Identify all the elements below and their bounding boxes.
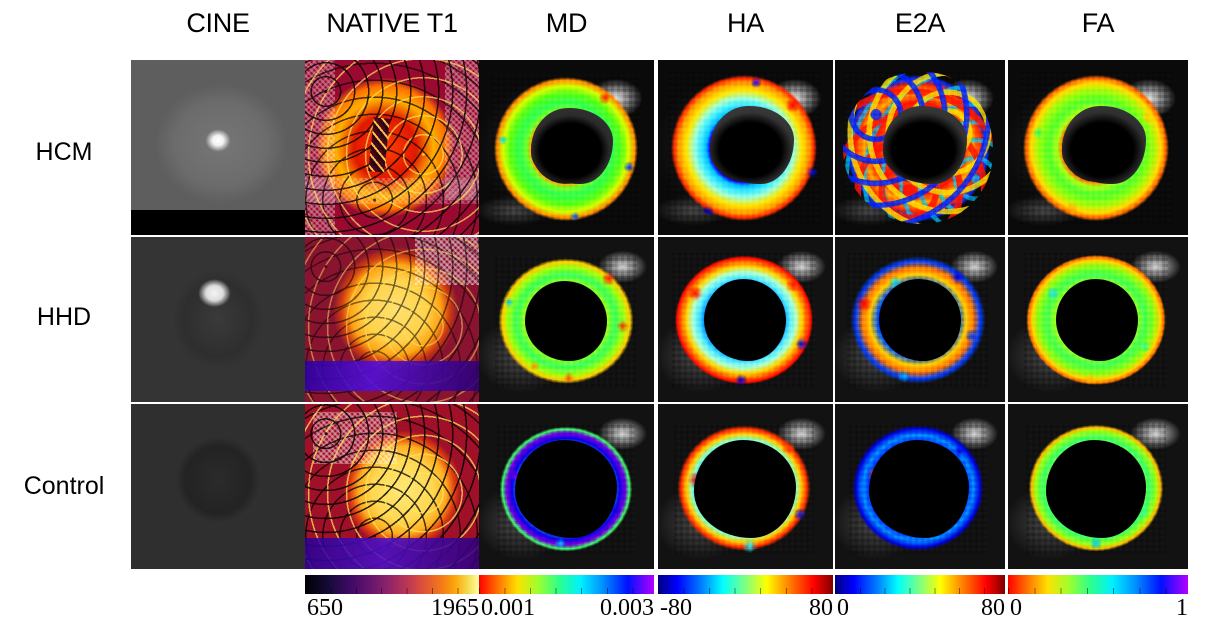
panel-hcm-ha bbox=[658, 60, 833, 235]
column-header-e2a: E2A bbox=[894, 8, 946, 38]
fa-myocardium-ring bbox=[1020, 72, 1172, 224]
row-label-hhd: HHD bbox=[36, 303, 92, 331]
colorbar-ha-min-label: -80 bbox=[660, 595, 692, 621]
panel-hcm-fa bbox=[1008, 60, 1188, 235]
fa-lv-cavity bbox=[1046, 440, 1146, 538]
panel-hhd-fa bbox=[1008, 237, 1188, 402]
panel-control-e2a bbox=[835, 404, 1005, 569]
panel-hhd-cine bbox=[131, 237, 305, 402]
e2a-myocardium-ring bbox=[843, 72, 993, 224]
ha-lv-cavity bbox=[694, 440, 796, 538]
panel-control-ha bbox=[658, 404, 833, 569]
colorbar-e2a bbox=[835, 575, 1005, 594]
colorbar-native-t1 bbox=[305, 575, 479, 594]
cine-image bbox=[131, 60, 305, 235]
panel-hcm-md bbox=[479, 60, 654, 235]
colorbar-ticks bbox=[305, 588, 479, 594]
e2a-lv-cavity bbox=[879, 279, 961, 361]
t1-epicardial-fat-band bbox=[305, 538, 479, 569]
md-lv-cavity bbox=[525, 281, 607, 361]
md-myocardium-ring bbox=[491, 74, 641, 224]
colorbar-ticks bbox=[658, 588, 833, 594]
colorbar-ticks bbox=[1008, 588, 1188, 594]
panel-hhd-md bbox=[479, 237, 654, 402]
panel-control-cine bbox=[131, 404, 305, 569]
e2a-lv-cavity bbox=[869, 440, 969, 538]
colorbar-fa bbox=[1008, 575, 1188, 594]
panel-hhd-e2a bbox=[835, 237, 1005, 402]
column-header-md: MD bbox=[545, 8, 588, 38]
ha-papillary-detail bbox=[720, 120, 784, 166]
colorbar-md bbox=[479, 575, 654, 594]
colorbar-e2a-max-label: 80 bbox=[981, 595, 1005, 621]
panel-control-md bbox=[479, 404, 654, 569]
panel-control-native-t1 bbox=[305, 404, 479, 569]
colorbar-e2a-min-label: 0 bbox=[837, 595, 849, 621]
column-header-native-t1: NATIVE T1 bbox=[326, 8, 458, 38]
column-header-fa: FA bbox=[1081, 8, 1115, 38]
colorbar-ha bbox=[658, 575, 833, 594]
panel-control-fa bbox=[1008, 404, 1188, 569]
colorbar-fa-max-label: 1 bbox=[1176, 595, 1188, 621]
colorbar-ticks bbox=[479, 588, 654, 594]
colorbar-md-min-label: 0.001 bbox=[481, 595, 535, 621]
cine-image bbox=[131, 404, 305, 569]
t1-epicardial-fat-band bbox=[305, 361, 479, 391]
row-label-hcm: HCM bbox=[35, 138, 93, 166]
cine-image bbox=[131, 237, 305, 402]
e2a-papillary-detail bbox=[893, 120, 957, 166]
colorbar-ticks bbox=[835, 588, 1005, 594]
colorbar-t1-max-label: 1965 bbox=[431, 595, 479, 621]
row-label-control: Control bbox=[23, 472, 105, 500]
column-header-ha: HA bbox=[727, 8, 764, 38]
ha-lv-cavity bbox=[704, 279, 786, 361]
panel-hcm-cine bbox=[131, 60, 305, 235]
ha-myocardium-ring bbox=[668, 72, 820, 224]
column-header-cine: CINE bbox=[186, 8, 250, 38]
panel-hhd-native-t1 bbox=[305, 237, 479, 402]
fa-lv-cavity bbox=[1056, 279, 1138, 361]
colorbar-fa-min-label: 0 bbox=[1010, 595, 1022, 621]
fa-papillary-detail bbox=[1072, 120, 1136, 166]
md-lv-cavity bbox=[515, 440, 617, 538]
md-papillary-detail bbox=[541, 122, 603, 166]
colorbar-t1-min-label: 650 bbox=[307, 595, 343, 621]
colorbar-md-max-label: 0.003 bbox=[600, 595, 654, 621]
panel-hcm-native-t1 bbox=[305, 60, 479, 235]
t1-speckle-noise bbox=[305, 60, 479, 235]
panel-hcm-e2a bbox=[835, 60, 1005, 235]
colorbar-ha-max-label: 80 bbox=[809, 595, 833, 621]
cine-letterbox bbox=[131, 210, 305, 235]
panel-hhd-ha bbox=[658, 237, 833, 402]
